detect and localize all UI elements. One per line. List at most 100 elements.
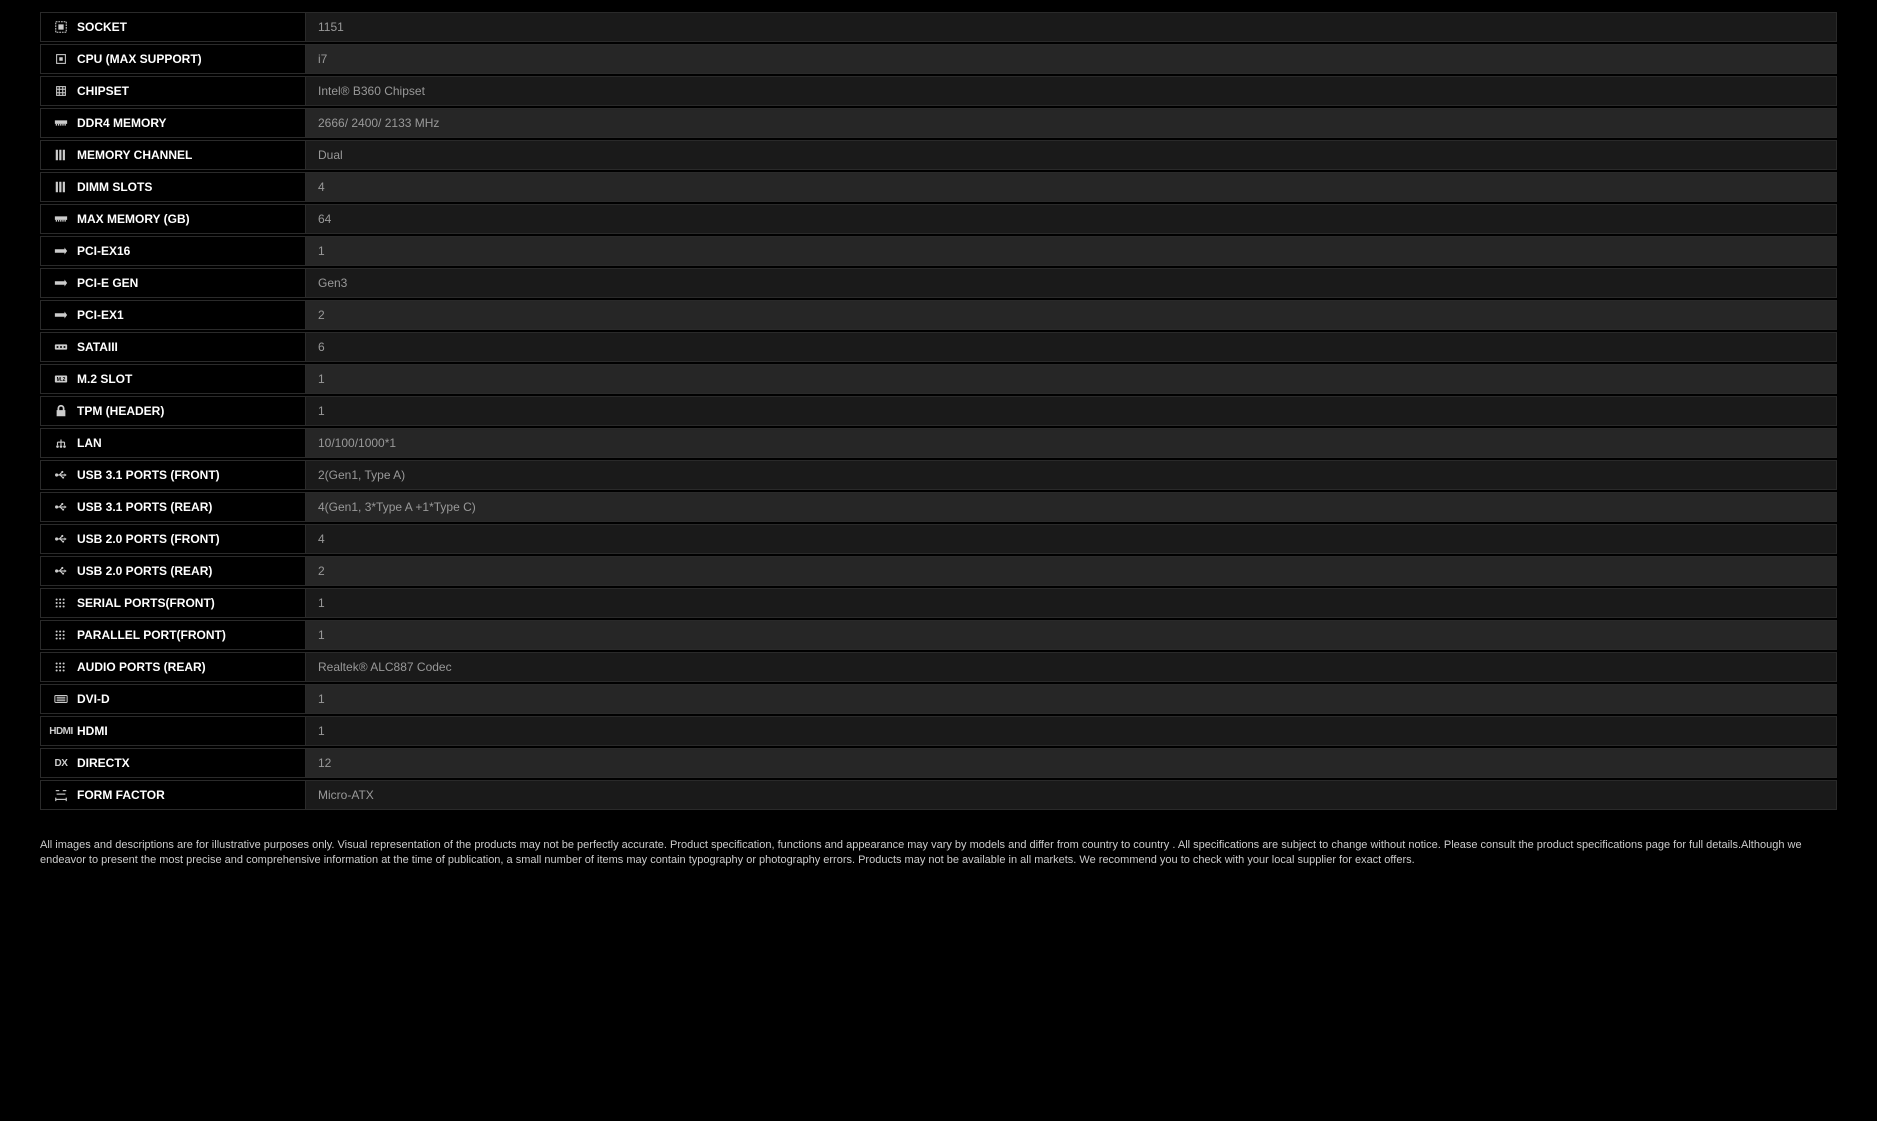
spec-value: 2(Gen1, Type A) <box>305 460 1837 490</box>
spec-label-cell: PCI-EX1 <box>40 300 305 330</box>
spec-value: i7 <box>305 44 1837 74</box>
spec-row: USB 2.0 PORTS (REAR) 2 <box>40 556 1837 586</box>
spec-label: PARALLEL PORT(FRONT) <box>77 628 226 642</box>
spec-label-cell: PCI-E GEN <box>40 268 305 298</box>
spec-label-cell: SERIAL PORTS(FRONT) <box>40 588 305 618</box>
spec-label: USB 2.0 PORTS (REAR) <box>77 564 212 578</box>
lan-icon <box>53 435 69 451</box>
spec-row: USB 3.1 PORTS (REAR)4(Gen1, 3*Type A +1*… <box>40 492 1837 522</box>
pcie-icon <box>53 275 69 291</box>
spec-label: TPM (HEADER) <box>77 404 164 418</box>
spec-label-cell: DXDIRECTX <box>40 748 305 778</box>
spec-value: 1 <box>305 620 1837 650</box>
spec-label: HDMI <box>77 724 108 738</box>
spec-label: FORM FACTOR <box>77 788 165 802</box>
disclaimer-text: All images and descriptions are for illu… <box>40 838 1837 869</box>
spec-row: M.2M.2 SLOT1 <box>40 364 1837 394</box>
spec-label-cell: CPU (MAX SUPPORT) <box>40 44 305 74</box>
spec-row: USB 3.1 PORTS (FRONT)2(Gen1, Type A) <box>40 460 1837 490</box>
dvi-icon <box>53 691 69 707</box>
usb-icon <box>53 467 69 483</box>
spec-label-cell: PARALLEL PORT(FRONT) <box>40 620 305 650</box>
cpu-icon <box>53 51 69 67</box>
spec-label: PCI-E GEN <box>77 276 138 290</box>
memory-icon <box>53 211 69 227</box>
spec-label-cell: M.2M.2 SLOT <box>40 364 305 394</box>
spec-value: Micro-ATX <box>305 780 1837 810</box>
spec-label-cell: DDR4 MEMORY <box>40 108 305 138</box>
sata-icon <box>53 339 69 355</box>
spec-value: Realtek® ALC887 Codec <box>305 652 1837 682</box>
socket-icon <box>53 19 69 35</box>
spec-label-cell: FORM FACTOR <box>40 780 305 810</box>
spec-label-cell: MAX MEMORY (GB) <box>40 204 305 234</box>
spec-label: DDR4 MEMORY <box>77 116 167 130</box>
m2-icon: M.2 <box>53 371 69 387</box>
spec-row: TPM (HEADER)1 <box>40 396 1837 426</box>
spec-value: 1 <box>305 236 1837 266</box>
spec-row: SERIAL PORTS(FRONT)1 <box>40 588 1837 618</box>
spec-label: AUDIO PORTS (REAR) <box>77 660 206 674</box>
spec-value: 64 <box>305 204 1837 234</box>
spec-label-cell: PCI-EX16 <box>40 236 305 266</box>
spec-row: SOCKET1151 <box>40 12 1837 42</box>
usb-icon <box>53 499 69 515</box>
spec-label-cell: DVI-D <box>40 684 305 714</box>
pcie-icon <box>53 307 69 323</box>
spec-value: 2 <box>305 300 1837 330</box>
usb-icon <box>53 531 69 547</box>
spec-label: DIRECTX <box>77 756 130 770</box>
spec-label: PCI-EX16 <box>77 244 130 258</box>
spec-row: PARALLEL PORT(FRONT) 1 <box>40 620 1837 650</box>
spec-label: PCI-EX1 <box>77 308 124 322</box>
spec-label-cell: SATAIII <box>40 332 305 362</box>
spec-label: USB 2.0 PORTS (FRONT) <box>77 532 220 546</box>
spec-value: 1 <box>305 716 1837 746</box>
spec-label: CHIPSET <box>77 84 129 98</box>
spec-value: 1151 <box>305 12 1837 42</box>
form-icon <box>53 787 69 803</box>
spec-row: DIMM SLOTS4 <box>40 172 1837 202</box>
spec-value: 12 <box>305 748 1837 778</box>
spec-label-cell: AUDIO PORTS (REAR) <box>40 652 305 682</box>
spec-label: CPU (MAX SUPPORT) <box>77 52 202 66</box>
chipset-icon <box>53 83 69 99</box>
spec-label-cell: TPM (HEADER) <box>40 396 305 426</box>
spec-label-cell: USB 3.1 PORTS (REAR) <box>40 492 305 522</box>
spec-value: 4 <box>305 524 1837 554</box>
spec-value: 2 <box>305 556 1837 586</box>
spec-value: Gen3 <box>305 268 1837 298</box>
spec-value: 1 <box>305 364 1837 394</box>
spec-row: LAN10/100/1000*1 <box>40 428 1837 458</box>
spec-label-cell: USB 2.0 PORTS (FRONT) <box>40 524 305 554</box>
spec-label-cell: SOCKET <box>40 12 305 42</box>
serial-icon <box>53 659 69 675</box>
spec-label: MAX MEMORY (GB) <box>77 212 190 226</box>
spec-label: LAN <box>77 436 102 450</box>
spec-row: AUDIO PORTS (REAR) Realtek® ALC887 Codec <box>40 652 1837 682</box>
spec-label-cell: HDMIHDMI <box>40 716 305 746</box>
spec-label-cell: LAN <box>40 428 305 458</box>
spec-row: PCI-EX1 2 <box>40 300 1837 330</box>
spec-label-cell: DIMM SLOTS <box>40 172 305 202</box>
serial-icon <box>53 595 69 611</box>
spec-row: SATAIII 6 <box>40 332 1837 362</box>
spec-row: HDMIHDMI1 <box>40 716 1837 746</box>
spec-value: 4(Gen1, 3*Type A +1*Type C) <box>305 492 1837 522</box>
spec-label-cell: MEMORY CHANNEL <box>40 140 305 170</box>
spec-label: DVI-D <box>77 692 110 706</box>
spec-label-cell: USB 3.1 PORTS (FRONT) <box>40 460 305 490</box>
spec-row: CHIPSETIntel® B360 Chipset <box>40 76 1837 106</box>
channel-icon <box>53 147 69 163</box>
spec-row: DVI-D 1 <box>40 684 1837 714</box>
spec-value: 1 <box>305 684 1837 714</box>
spec-value: 6 <box>305 332 1837 362</box>
spec-value: 2666/ 2400/ 2133 MHz <box>305 108 1837 138</box>
serial-icon <box>53 627 69 643</box>
spec-label: DIMM SLOTS <box>77 180 152 194</box>
spec-row: PCI-EX16 1 <box>40 236 1837 266</box>
spec-value: 1 <box>305 588 1837 618</box>
spec-table: SOCKET1151 CPU (MAX SUPPORT) i7CHIPSETInte… <box>40 12 1837 810</box>
spec-label: SATAIII <box>77 340 118 354</box>
spec-row: USB 2.0 PORTS (FRONT) 4 <box>40 524 1837 554</box>
